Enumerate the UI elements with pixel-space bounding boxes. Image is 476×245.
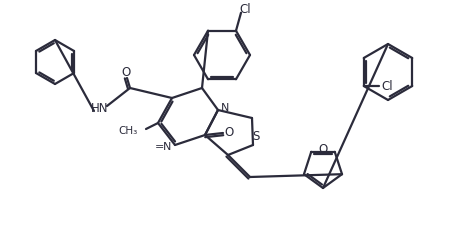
Text: N: N	[163, 142, 171, 152]
Text: N: N	[221, 103, 229, 113]
Text: Cl: Cl	[239, 3, 251, 16]
Text: O: O	[224, 126, 234, 139]
Text: =: =	[155, 142, 165, 152]
Text: S: S	[252, 131, 260, 144]
Text: O: O	[318, 143, 327, 156]
Text: CH₃: CH₃	[119, 126, 138, 136]
Text: Cl: Cl	[381, 79, 393, 93]
Text: O: O	[121, 65, 130, 78]
Text: HN: HN	[91, 101, 109, 114]
